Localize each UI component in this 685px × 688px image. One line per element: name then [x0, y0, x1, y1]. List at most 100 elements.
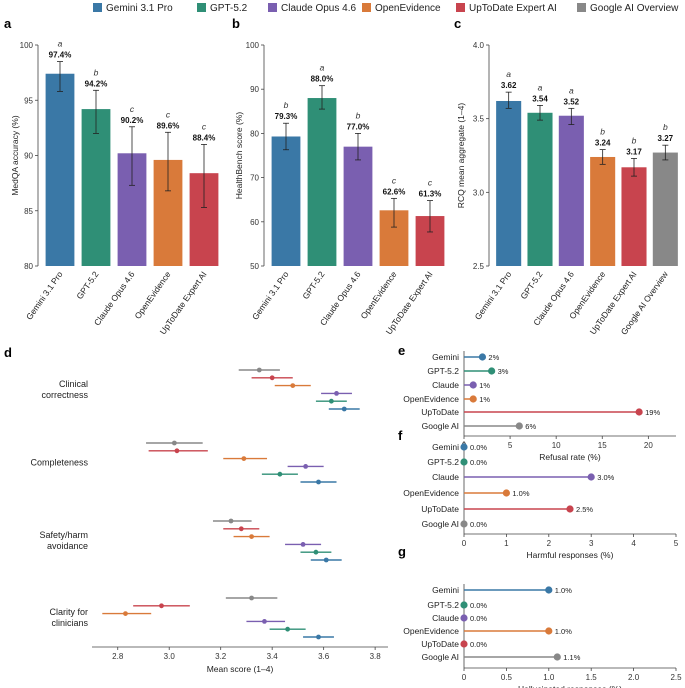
value-label: 6%: [525, 422, 536, 431]
mean-point: [256, 367, 262, 373]
bar: [307, 98, 337, 266]
y-tick-label: 4.0: [473, 41, 485, 50]
y-axis-title: RCQ mean aggregate (1–4): [456, 103, 466, 209]
y-tick-label: GPT-5.2: [427, 600, 459, 610]
y-tick-label: 95: [24, 96, 33, 105]
y-tick-label: Google AI: [422, 519, 459, 529]
y-tick-label: 80: [24, 262, 33, 271]
significance-label: a: [569, 85, 574, 95]
x-tick-label: 5: [674, 539, 679, 548]
value-label: 61.3%: [419, 190, 442, 199]
y-tick-label: 3.5: [473, 115, 485, 124]
mean-point: [269, 375, 275, 381]
value-label: 1%: [479, 381, 490, 390]
significance-label: b: [632, 135, 637, 145]
significance-label: a: [506, 69, 511, 79]
x-tick-label: 20: [644, 441, 653, 450]
legend-label: Google AI Overview: [590, 3, 679, 14]
panel-letter-b: b: [232, 16, 240, 31]
mean-point: [241, 456, 247, 461]
bar: [652, 152, 678, 266]
value-label: 3.0%: [597, 473, 614, 482]
value-label: 79.3%: [275, 112, 298, 121]
x-axis-title: Harmful responses (%): [527, 550, 614, 560]
value-label: 77.0%: [347, 122, 370, 131]
x-tick-label: 2.5: [670, 673, 682, 682]
legend-swatch: [362, 3, 371, 12]
significance-label: c: [166, 109, 171, 119]
y-tick-label: OpenEvidence: [403, 488, 459, 498]
mean-point: [171, 440, 177, 446]
value-label: 0.0%: [470, 614, 487, 623]
lollipop-head: [469, 395, 477, 403]
y-tick-label: Claude: [432, 613, 459, 623]
y-tick-label: UpToDate: [421, 504, 459, 514]
y-tick-label: UpToDate: [421, 639, 459, 649]
x-tick-label: 0: [462, 673, 467, 682]
x-tick-label: 2.0: [628, 673, 640, 682]
dimension-label: Safety/harm: [39, 530, 88, 540]
lollipop-head: [460, 458, 468, 466]
y-axis-title: HealthBench score (%): [234, 112, 244, 200]
x-tick-label: 3: [589, 539, 594, 548]
bar: [621, 167, 647, 266]
x-axis-title: Hallucinated responses (%): [518, 684, 622, 688]
lollipop-head: [469, 381, 477, 389]
value-label: 1.0%: [555, 586, 572, 595]
x-tick-label: 1.5: [586, 673, 598, 682]
y-tick-label: 3.0: [473, 188, 485, 197]
bar: [527, 112, 553, 266]
y-axis-title: MedQA accuracy (%): [10, 115, 20, 195]
mean-point: [328, 398, 334, 404]
x-tick-label: 1: [504, 539, 509, 548]
x-tick-label: 3.2: [215, 652, 227, 661]
mean-point: [334, 391, 339, 396]
value-label: 1.1%: [563, 653, 580, 662]
lollipop-head: [460, 520, 468, 528]
lollipop-head: [460, 614, 468, 622]
y-tick-label: 90: [24, 152, 33, 161]
lollipop-head: [515, 422, 523, 430]
x-tick-label: 15: [598, 441, 607, 450]
value-label: 19%: [645, 408, 660, 417]
bar: [45, 73, 75, 266]
value-label: 94.2%: [85, 79, 108, 88]
value-label: 90.2%: [121, 116, 144, 125]
y-tick-label: Claude: [432, 380, 459, 390]
x-tick-label: Gemini 3.1 Pro: [250, 269, 291, 321]
y-tick-label: Gemini: [432, 352, 459, 362]
x-tick-label: 3.4: [267, 652, 279, 661]
mean-point: [285, 626, 291, 632]
dimension-label: Clarity for: [49, 607, 88, 617]
y-tick-label: 50: [250, 262, 259, 271]
x-tick-label: 0.5: [501, 673, 513, 682]
mean-point: [238, 526, 244, 532]
dimension-label: avoidance: [47, 541, 88, 551]
x-tick-label: 2.8: [112, 652, 124, 661]
mean-point: [123, 611, 128, 616]
y-tick-label: GPT-5.2: [427, 366, 459, 376]
value-label: 2.5%: [576, 505, 593, 514]
bar: [271, 136, 301, 266]
legend-label: UpToDate Expert AI: [469, 3, 557, 14]
x-tick-label: 10: [552, 441, 561, 450]
value-label: 3.52: [564, 97, 580, 106]
x-tick-label: 3.6: [318, 652, 330, 661]
value-label: 0.0%: [470, 640, 487, 649]
y-tick-label: UpToDate: [421, 407, 459, 417]
mean-point: [159, 603, 164, 609]
y-tick-label: Google AI: [422, 652, 459, 662]
mean-point: [341, 406, 347, 412]
value-label: 3.27: [658, 134, 674, 143]
y-tick-label: 60: [250, 218, 259, 227]
value-label: 88.4%: [193, 133, 216, 142]
bar: [343, 146, 373, 266]
mean-point: [262, 619, 267, 624]
legend-swatch: [197, 3, 206, 12]
bar: [558, 115, 584, 266]
x-tick-label: GPT-5.2: [518, 269, 545, 301]
y-tick-label: Gemini: [432, 442, 459, 452]
value-label: 3.24: [595, 139, 611, 148]
significance-label: b: [94, 67, 99, 77]
y-tick-label: Google AI: [422, 421, 459, 431]
